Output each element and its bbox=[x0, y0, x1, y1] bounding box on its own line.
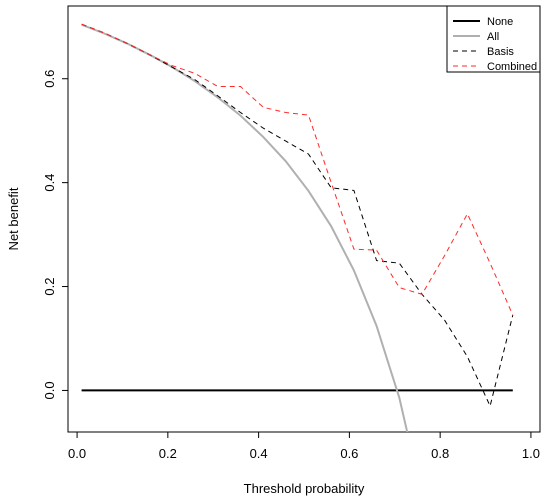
series-line-all bbox=[81, 23, 409, 432]
legend-label-basis: Basis bbox=[487, 46, 514, 58]
plot-frame bbox=[67, 5, 541, 433]
x-axis: 0.0 0.2 0.4 0.6 0.8 1.0 bbox=[68, 432, 540, 461]
series-line-combined bbox=[81, 23, 514, 316]
x-tick-label: 1.0 bbox=[522, 446, 540, 461]
legend-box bbox=[446, 5, 541, 73]
series-line-basis bbox=[81, 23, 514, 408]
x-tick-label: 0.8 bbox=[431, 446, 449, 461]
y-tick-label: 0.0 bbox=[42, 381, 57, 399]
legend-label-all: All bbox=[487, 31, 499, 43]
x-tick-label: 0.6 bbox=[340, 446, 358, 461]
legend-label-combined: Combined bbox=[487, 61, 537, 73]
y-axis-label: Net benefit bbox=[6, 187, 21, 250]
legend-label-none: None bbox=[487, 16, 513, 28]
x-tick-label: 0.2 bbox=[159, 446, 177, 461]
x-tick-label: 0.0 bbox=[68, 446, 86, 461]
y-tick-label: 0.4 bbox=[42, 174, 57, 192]
y-tick-label: 0.2 bbox=[42, 277, 57, 295]
x-axis-label: Threshold probability bbox=[244, 481, 365, 496]
series-lines bbox=[81, 23, 514, 432]
legend: None All Basis Combined bbox=[446, 5, 541, 73]
y-axis: 0.0 0.2 0.4 0.6 bbox=[42, 70, 68, 399]
x-tick-label: 0.4 bbox=[250, 446, 268, 461]
y-tick-label: 0.6 bbox=[42, 70, 57, 88]
